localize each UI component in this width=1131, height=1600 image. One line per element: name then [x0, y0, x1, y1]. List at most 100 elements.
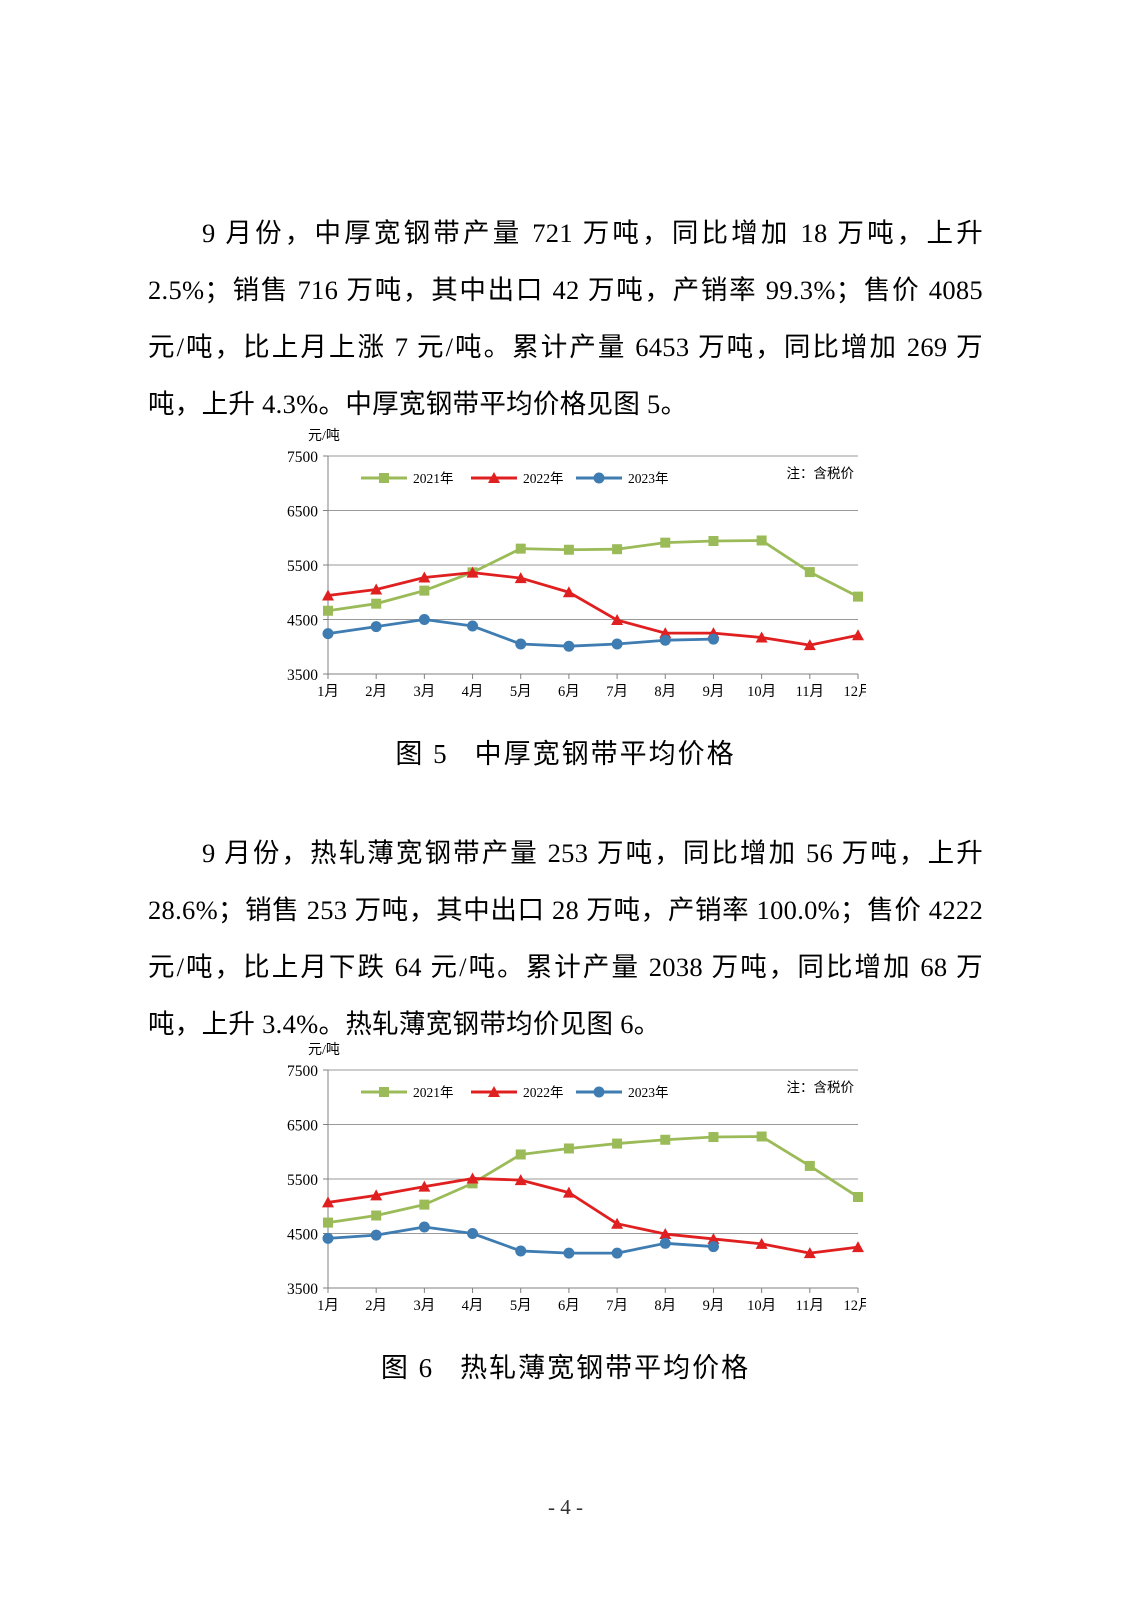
y-tick-label: 7500 [287, 449, 318, 466]
chart-note: 注：含税价 [786, 466, 854, 481]
legend-marker-2023年 [593, 472, 604, 484]
x-tick-label: 2月 [365, 1298, 387, 1314]
data-point-2022年 [417, 1180, 430, 1192]
data-point-2023年 [611, 638, 623, 650]
data-point-2023年 [707, 633, 719, 645]
y-axis-unit-label: 元/吨 [308, 428, 340, 444]
data-point-2021年 [707, 536, 718, 547]
data-point-2022年 [610, 614, 623, 626]
data-point-2022年 [755, 631, 768, 643]
data-point-2022年 [803, 639, 816, 651]
series-line-2022年 [326, 1177, 859, 1255]
data-point-2023年 [322, 628, 333, 640]
x-tick-label: 8月 [654, 1298, 676, 1314]
legend-label-2022年: 2022年 [523, 471, 564, 486]
data-point-2021年 [756, 1131, 767, 1142]
legend-label-2023年: 2023年 [628, 1085, 669, 1100]
x-tick-label: 7月 [606, 684, 628, 700]
legend-marker-2022年 [487, 1086, 500, 1097]
data-point-2023年 [707, 1241, 719, 1253]
chart-5-area: 元/吨 3500 4500 5500 6500 7500 1月 2月 3月 4月 5月 6月 7月 8月 9… [266, 416, 866, 716]
figure-5-number: 图 5 [395, 739, 449, 769]
data-point-2022年 [321, 589, 334, 601]
page-footer: - 4 - [0, 1495, 1131, 1520]
y-tick-label: 4500 [287, 1227, 318, 1244]
data-point-2022年 [417, 571, 430, 583]
paragraph-1-text: 9 月份，中厚宽钢带产量 721 万吨，同比增加 18 万吨，上升 2.5%；销… [148, 217, 983, 419]
data-point-2021年 [756, 535, 767, 546]
data-point-2021年 [418, 585, 429, 596]
data-point-2021年 [515, 543, 526, 554]
x-tick-label: 8月 [654, 684, 676, 700]
data-point-2021年 [322, 605, 333, 616]
chart-5-svg: 元/吨 3500 4500 5500 6500 7500 1月 2月 3月 4月 5月 6月 7月 8月 9… [287, 428, 866, 700]
x-tick-label: 11月 [795, 1298, 823, 1314]
x-tick-label: 6月 [558, 1298, 580, 1314]
paragraph-2-text: 9 月份，热轧薄宽钢带产量 253 万吨，同比增加 56 万吨，上升 28.6%… [148, 837, 983, 1039]
data-point-2023年 [562, 1247, 574, 1259]
x-tick-label: 6月 [558, 684, 580, 700]
data-point-2021年 [707, 1132, 718, 1143]
data-point-2023年 [322, 1232, 333, 1244]
legend-marker-2023年 [593, 1086, 604, 1098]
data-point-2023年 [370, 621, 382, 633]
y-tick-label: 7500 [287, 1063, 318, 1080]
y-tick-label: 6500 [287, 504, 318, 521]
x-tick-label: 11月 [795, 684, 823, 700]
x-tick-label: 4月 [461, 1298, 483, 1314]
data-point-2022年 [466, 1172, 479, 1184]
data-point-2023年 [466, 620, 478, 632]
legend-label-2021年: 2021年 [413, 471, 454, 486]
data-point-2021年 [852, 591, 863, 602]
data-point-2022年 [851, 1241, 864, 1253]
data-point-2023年 [659, 1237, 671, 1249]
data-point-2021年 [515, 1149, 526, 1160]
x-tick-label: 9月 [702, 684, 724, 700]
y-tick-label: 4500 [287, 613, 318, 630]
x-tick-label: 1月 [317, 684, 339, 700]
series-line-2021年 [326, 1135, 859, 1225]
data-point-2022年 [658, 1228, 671, 1240]
legend-label-2023年: 2023年 [628, 471, 669, 486]
data-point-2023年 [418, 614, 430, 625]
x-tick-label: 3月 [413, 1298, 435, 1314]
data-point-2021年 [611, 1138, 622, 1149]
x-tick-label: 9月 [702, 1298, 724, 1314]
data-point-2023年 [562, 640, 574, 652]
legend-marker-2021年 [378, 1087, 389, 1097]
data-point-2022年 [562, 1186, 575, 1198]
data-point-2021年 [322, 1217, 333, 1228]
data-point-2022年 [755, 1237, 768, 1249]
data-point-2021年 [659, 1134, 670, 1145]
data-point-2021年 [418, 1199, 429, 1210]
x-tick-label: 1月 [317, 1298, 339, 1314]
data-point-2023年 [514, 1245, 526, 1257]
data-point-2021年 [804, 567, 815, 578]
data-point-2023年 [514, 638, 526, 650]
legend-marker-2022年 [487, 472, 500, 483]
data-point-2023年 [466, 1228, 478, 1239]
data-point-2022年 [321, 1196, 334, 1208]
legend-marker-2021年 [378, 473, 389, 483]
x-tick-label: 3月 [413, 684, 435, 700]
data-point-2021年 [370, 598, 381, 609]
data-point-2021年 [563, 544, 574, 555]
data-point-2022年 [466, 566, 479, 578]
data-point-2022年 [514, 572, 527, 584]
data-point-2021年 [804, 1160, 815, 1171]
y-tick-label: 3500 [287, 667, 318, 684]
figure-6-number: 图 6 [380, 1353, 435, 1383]
legend-label-2021年: 2021年 [413, 1085, 454, 1100]
y-tick-label: 6500 [287, 1118, 318, 1135]
y-axis-unit-label: 元/吨 [308, 1042, 340, 1058]
x-tick-label: 10月 [747, 684, 776, 700]
chart-note: 注：含税价 [786, 1080, 854, 1095]
x-tick-label: 5月 [509, 1298, 531, 1314]
figure-5-title: 中厚宽钢带平均价格 [474, 739, 736, 769]
data-point-2021年 [659, 537, 670, 548]
data-point-2022年 [658, 627, 671, 639]
legend-label-2022年: 2022年 [523, 1085, 564, 1100]
x-tick-label: 10月 [747, 1298, 776, 1314]
data-point-2021年 [563, 1143, 574, 1154]
